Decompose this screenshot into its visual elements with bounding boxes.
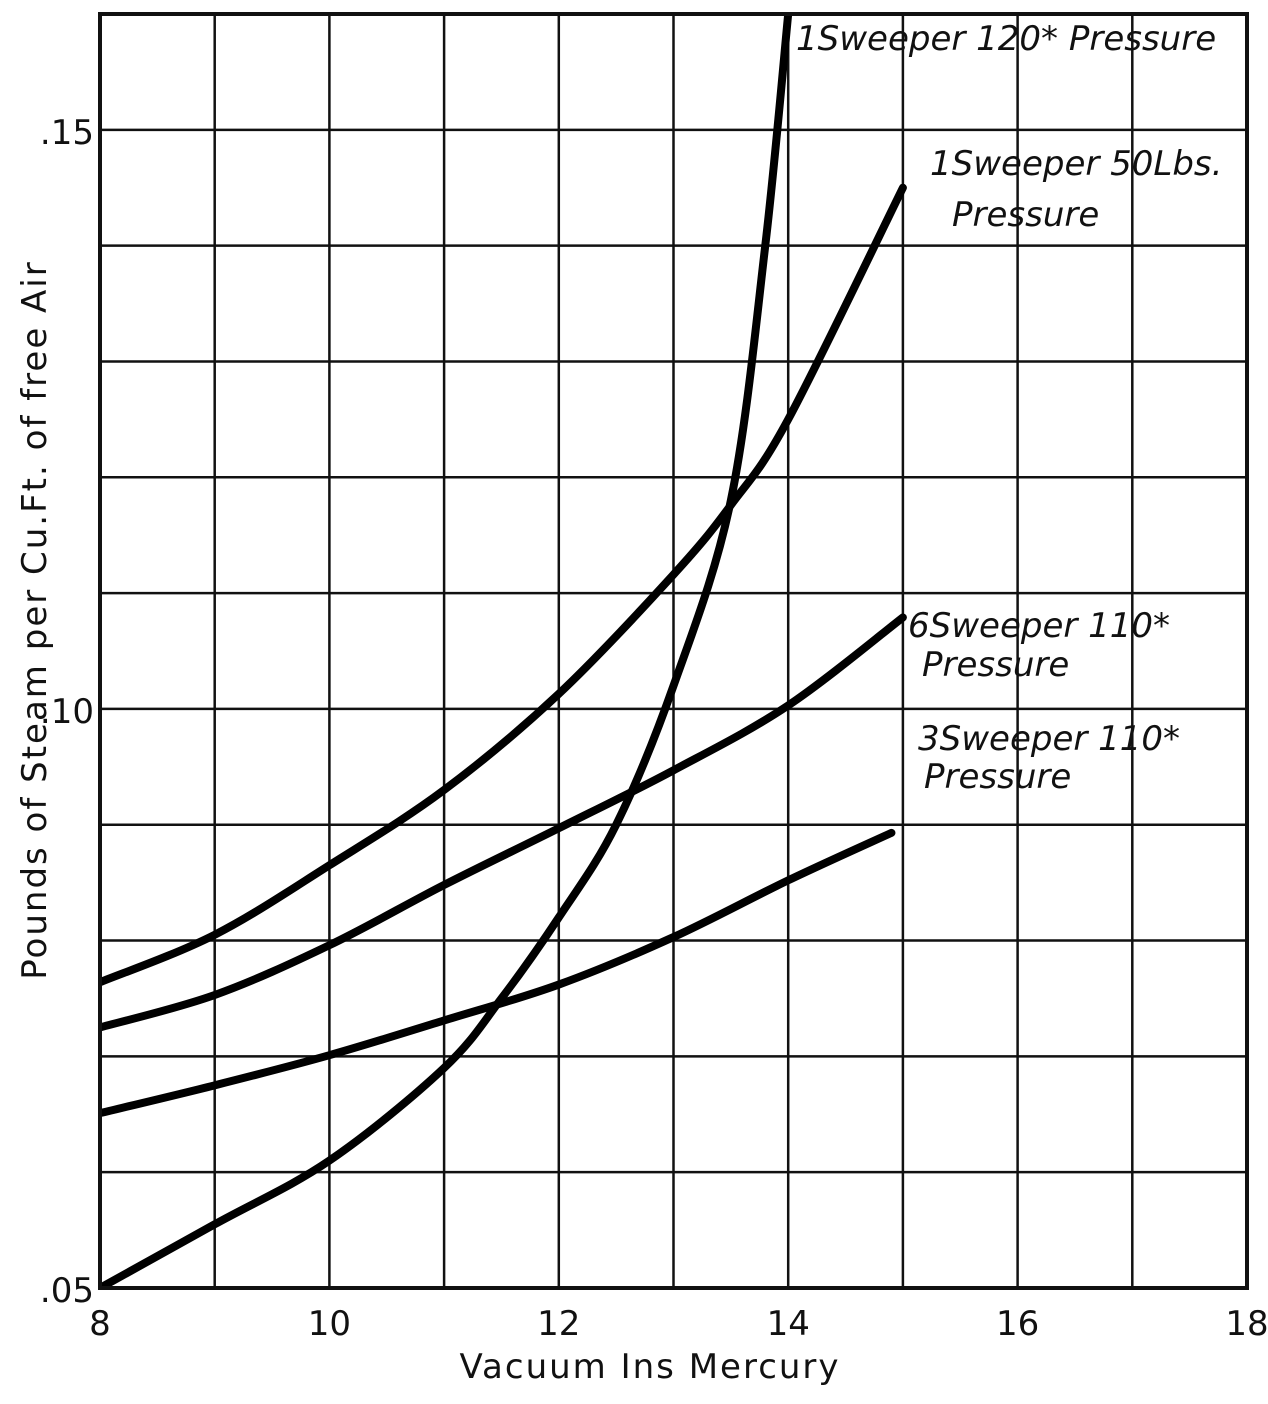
series-line-1 — [100, 14, 793, 1288]
series-line-4 — [100, 828, 896, 1118]
x-axis-label: Vacuum Ins Mercury — [459, 1347, 840, 1387]
y-tick-label: .10 — [40, 692, 94, 732]
series-label-line: 3Sweeper 110* — [918, 719, 1180, 759]
series-label-line: 1Sweeper 50Lbs. — [930, 144, 1222, 184]
series-line-3 — [100, 613, 907, 1032]
series-label-3sweeper-110: 3Sweeper 110* Pressure — [918, 719, 1180, 797]
plot-frame — [98, 12, 1249, 1290]
x-tick-label: 8 — [89, 1304, 111, 1344]
series-label-line: 6Sweeper 110* — [908, 606, 1170, 646]
x-tick-label: 18 — [1225, 1304, 1268, 1344]
series-label-1sweeper-50lbs: 1Sweeper 50Lbs. Pressure — [930, 144, 1222, 235]
x-tick-label: 10 — [308, 1304, 351, 1344]
x-tick-label: 16 — [996, 1304, 1039, 1344]
y-tick-labels: .05 .10 .15 — [40, 113, 94, 1311]
series-label-1sweeper-120: 1Sweeper 120* Pressure — [796, 19, 1216, 59]
series-label-line: 1Sweeper 120* Pressure — [796, 19, 1216, 59]
series-line-2 — [100, 183, 907, 987]
y-axis-label: Pounds of Steam per Cu.Ft. of free Air — [15, 260, 55, 979]
series-label-line: Pressure — [922, 645, 1069, 685]
series-label-line: Pressure — [952, 195, 1099, 235]
series-label-6sweeper-110: 6Sweeper 110* Pressure — [908, 606, 1170, 685]
y-tick-label: .05 — [40, 1271, 94, 1311]
series-label-line: Pressure — [924, 757, 1071, 797]
x-tick-labels: 8 10 12 14 16 18 — [89, 1304, 1268, 1344]
y-tick-label: .15 — [40, 113, 94, 153]
curves — [100, 14, 907, 1288]
x-tick-label: 14 — [767, 1304, 810, 1344]
x-tick-label: 12 — [537, 1304, 580, 1344]
